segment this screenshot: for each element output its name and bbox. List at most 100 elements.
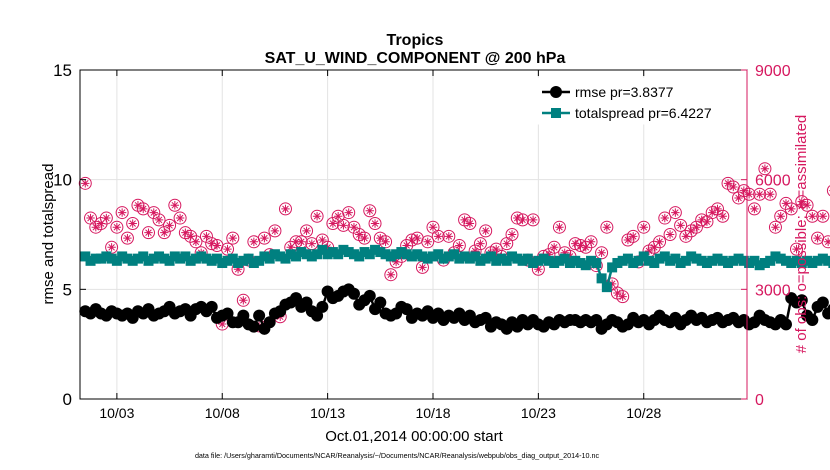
- rmse-point: [300, 296, 313, 309]
- totalspread-point: [817, 253, 828, 264]
- totalspread-point: [464, 253, 475, 264]
- totalspread-point: [417, 251, 428, 262]
- y-tick-label: 10: [53, 171, 72, 190]
- obs-assimilated-point: [713, 204, 722, 214]
- obs-possible-point: [784, 202, 798, 216]
- totalspread-point: [385, 251, 396, 262]
- totalspread-point: [622, 253, 633, 264]
- rmse-point: [827, 304, 830, 315]
- totalspread-point: [538, 253, 549, 264]
- obs-assimilated-point: [423, 237, 432, 247]
- obs-possible-point: [421, 235, 435, 249]
- obs-assimilated-point: [339, 221, 348, 230]
- x-tick-label: 10/18: [415, 405, 450, 421]
- obs-assimilated-point: [402, 241, 411, 250]
- obs-possible-point: [663, 228, 677, 241]
- totalspread-point: [543, 255, 554, 266]
- totalspread-point: [564, 258, 575, 269]
- totalspread-point: [517, 255, 528, 266]
- obs-assimilated-point: [681, 232, 691, 241]
- obs-assimilated-point: [628, 232, 638, 241]
- x-tick-label: 10/28: [626, 405, 661, 421]
- obs-possible-point: [758, 162, 772, 176]
- obs-possible-point: [358, 231, 372, 245]
- obs-assimilated-point: [170, 201, 180, 210]
- totalspread-point: [649, 258, 660, 269]
- totalspread-point: [217, 258, 228, 269]
- totalspread-point: [264, 253, 275, 264]
- obs-assimilated-point: [239, 296, 248, 305]
- totalspread-point: [291, 251, 302, 262]
- obs-possible-point: [300, 224, 314, 238]
- obs-possible-point: [347, 220, 361, 234]
- obs-assimilated-point: [381, 237, 390, 247]
- obs-assimilated-point: [470, 246, 480, 256]
- totalspread-point: [633, 255, 644, 266]
- totalspread-point: [828, 258, 830, 269]
- obs-assimilated-point: [455, 241, 464, 250]
- obs-assimilated-point: [465, 219, 475, 228]
- totalspread-point: [491, 255, 502, 266]
- totalspread-point: [169, 251, 180, 262]
- totalspread-point: [659, 251, 670, 262]
- obs-possible-point: [221, 242, 235, 256]
- chart-subtitle: SAT_U_WIND_COMPONENT @ 200 hPa: [265, 50, 566, 67]
- totalspread-point: [549, 258, 560, 269]
- obs-assimilated-point: [96, 219, 106, 228]
- obs-possible-point: [489, 242, 503, 256]
- totalspread-point: [438, 253, 449, 264]
- obs-possible-point: [695, 213, 709, 227]
- obs-assimilated-point: [323, 243, 332, 252]
- obs-assimilated-point: [676, 221, 685, 230]
- obs-possible-point: [552, 220, 566, 234]
- totalspread-point: [248, 258, 259, 269]
- obs-assimilated-point: [534, 265, 543, 274]
- obs-assimilated-point: [128, 219, 137, 228]
- totalspread-point: [485, 251, 496, 262]
- obs-assimilated-point: [154, 215, 164, 225]
- legend-rmse-label: rmse pr=3.8377: [575, 84, 674, 100]
- totalspread-point: [327, 247, 338, 258]
- obs-possible-point: [110, 220, 124, 234]
- rmse-point: [400, 303, 413, 316]
- obs-assimilated-point: [787, 204, 796, 214]
- obs-possible-point: [790, 242, 804, 256]
- totalspread-point: [201, 253, 212, 264]
- obs-assimilated-point: [549, 243, 559, 252]
- rmse-point: [221, 307, 234, 320]
- obs-assimilated-point: [528, 215, 538, 225]
- obs-possible-point: [547, 240, 561, 254]
- obs-assimilated-point: [312, 212, 322, 221]
- obs-possible-point: [342, 206, 356, 220]
- obs-possible-point: [431, 229, 445, 243]
- totalspread-point: [723, 258, 734, 269]
- obs-assimilated-point: [502, 239, 511, 248]
- totalspread-point: [122, 253, 133, 264]
- rmse-point: [253, 309, 266, 322]
- rmse-point: [205, 300, 218, 313]
- x-tick-label: 10/08: [205, 405, 240, 421]
- obs-possible-point: [126, 217, 140, 231]
- obs-assimilated-point: [233, 265, 243, 274]
- obs-possible-point: [674, 218, 688, 232]
- totalspread-point: [427, 251, 438, 262]
- obs-assimilated-point: [286, 243, 295, 252]
- obs-assimilated-point: [765, 190, 775, 199]
- totalspread-point: [780, 255, 791, 266]
- obs-assimilated-point: [481, 226, 490, 236]
- totalspread-point: [749, 255, 760, 266]
- totalspread-point: [601, 282, 612, 293]
- obs-assimilated-point: [112, 222, 122, 232]
- totalspread-point: [522, 253, 533, 264]
- obs-assimilated-point: [660, 213, 670, 223]
- obs-possible-point: [405, 233, 419, 247]
- obs-possible-point: [205, 237, 219, 251]
- obs-possible-point: [763, 187, 777, 201]
- y-right-tick-label: 0: [755, 392, 764, 409]
- totalspread-point: [707, 255, 718, 266]
- obs-assimilated-point: [544, 250, 554, 259]
- totalspread-point: [254, 255, 265, 266]
- obs-possible-point: [742, 187, 756, 201]
- totalspread-point: [786, 258, 797, 269]
- rmse-point: [806, 314, 819, 327]
